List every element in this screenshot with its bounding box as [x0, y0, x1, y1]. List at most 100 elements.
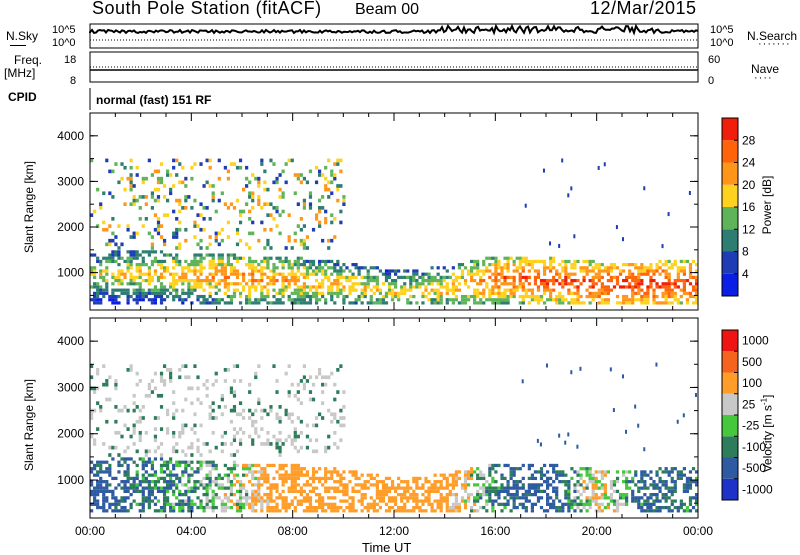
velocity-cell	[503, 489, 507, 493]
velocity-cell	[339, 438, 343, 443]
velocity-cell	[597, 505, 601, 510]
power-cell	[424, 294, 428, 299]
power-cell	[384, 272, 389, 276]
velocity-cell	[162, 502, 167, 506]
velocity-cell	[643, 486, 647, 490]
velocity-cell	[117, 408, 121, 413]
power-cell	[454, 288, 458, 292]
power-cell	[178, 209, 182, 214]
cpid-value: normal (fast) 151 RF	[96, 93, 212, 107]
power-cell	[138, 263, 142, 267]
power-cell	[473, 259, 477, 264]
velocity-cell	[682, 473, 686, 477]
power-cell	[153, 250, 158, 254]
velocity-cell	[369, 483, 373, 487]
power-cell	[211, 275, 215, 279]
power-cell	[211, 198, 215, 203]
power-cell	[387, 269, 392, 273]
power-cell	[208, 158, 212, 163]
velocity-cell	[375, 483, 379, 487]
power-cell	[664, 294, 668, 299]
velocity-cell	[637, 423, 640, 428]
velocity-cell	[181, 364, 185, 368]
velocity-cell	[491, 505, 495, 510]
velocity-cell	[141, 457, 145, 461]
power-cell	[549, 241, 552, 246]
velocity-cell	[229, 386, 234, 391]
power-cell	[111, 250, 115, 254]
power-cell	[238, 158, 243, 163]
power-cell	[327, 195, 331, 199]
power-cell	[251, 206, 255, 210]
velocity-cell	[664, 483, 668, 487]
velocity-cell	[363, 483, 367, 487]
velocity-cell	[281, 463, 285, 468]
power-cell	[688, 275, 693, 279]
velocity-cell	[324, 449, 328, 454]
power-cell	[169, 191, 173, 196]
power-cell	[159, 294, 164, 299]
power-cell	[99, 298, 103, 302]
velocity-cell	[181, 505, 185, 510]
velocity-cell	[120, 499, 124, 503]
velocity-colorbar-swatch	[722, 457, 738, 479]
power-cell	[129, 259, 133, 264]
power-cell	[229, 202, 234, 207]
power-cell	[412, 285, 416, 289]
power-cell	[631, 275, 635, 279]
velocity-cell	[643, 447, 646, 452]
velocity-cell	[527, 467, 531, 471]
velocity-cell	[552, 489, 556, 493]
power-cell	[506, 256, 510, 260]
power-cell	[524, 259, 528, 264]
power-cell	[187, 288, 191, 292]
velocity-cell	[235, 463, 240, 468]
power-cell	[172, 294, 176, 299]
velocity-cell	[172, 463, 176, 468]
power-cell	[603, 266, 607, 270]
power-cell	[314, 272, 319, 276]
power-cell	[324, 209, 328, 214]
velocity-cell	[479, 476, 483, 481]
velocity-cell	[293, 483, 297, 487]
velocity-cell	[327, 434, 331, 439]
nave-dots: ····	[754, 72, 773, 84]
power-cell	[235, 275, 240, 279]
power-cell	[612, 285, 617, 289]
velocity-cell	[293, 438, 297, 443]
power-cell	[321, 291, 325, 295]
velocity-cell	[606, 496, 610, 500]
velocity-cell	[153, 371, 158, 376]
velocity-cell	[479, 473, 483, 477]
velocity-cell	[351, 499, 355, 503]
power-cell	[628, 269, 632, 273]
velocity-cell	[105, 499, 109, 503]
velocity-cell	[162, 509, 167, 513]
power-cell	[111, 259, 115, 264]
power-cell	[664, 263, 668, 267]
power-cell	[178, 275, 182, 279]
power-cell	[184, 259, 188, 264]
velocity-cell	[302, 489, 306, 493]
power-cell	[436, 301, 440, 305]
power-cell	[558, 291, 562, 295]
power-cell	[217, 253, 221, 257]
velocity-cell	[90, 483, 94, 487]
power-cell	[205, 206, 209, 210]
velocity-cell	[290, 467, 294, 471]
velocity-cell	[235, 473, 240, 477]
velocity-cell	[90, 412, 94, 417]
velocity-cell	[287, 502, 291, 506]
velocity-cell	[166, 489, 170, 493]
velocity-cell	[299, 470, 303, 474]
power-cell	[688, 291, 693, 295]
power-cell	[454, 275, 458, 279]
velocity-cell	[676, 419, 679, 424]
power-cell	[102, 288, 106, 292]
velocity-cell	[646, 505, 650, 510]
velocity-cell	[555, 505, 559, 510]
power-cell	[527, 269, 531, 273]
power-cell	[521, 269, 525, 273]
power-cell	[181, 291, 185, 295]
power-cell	[211, 259, 215, 264]
